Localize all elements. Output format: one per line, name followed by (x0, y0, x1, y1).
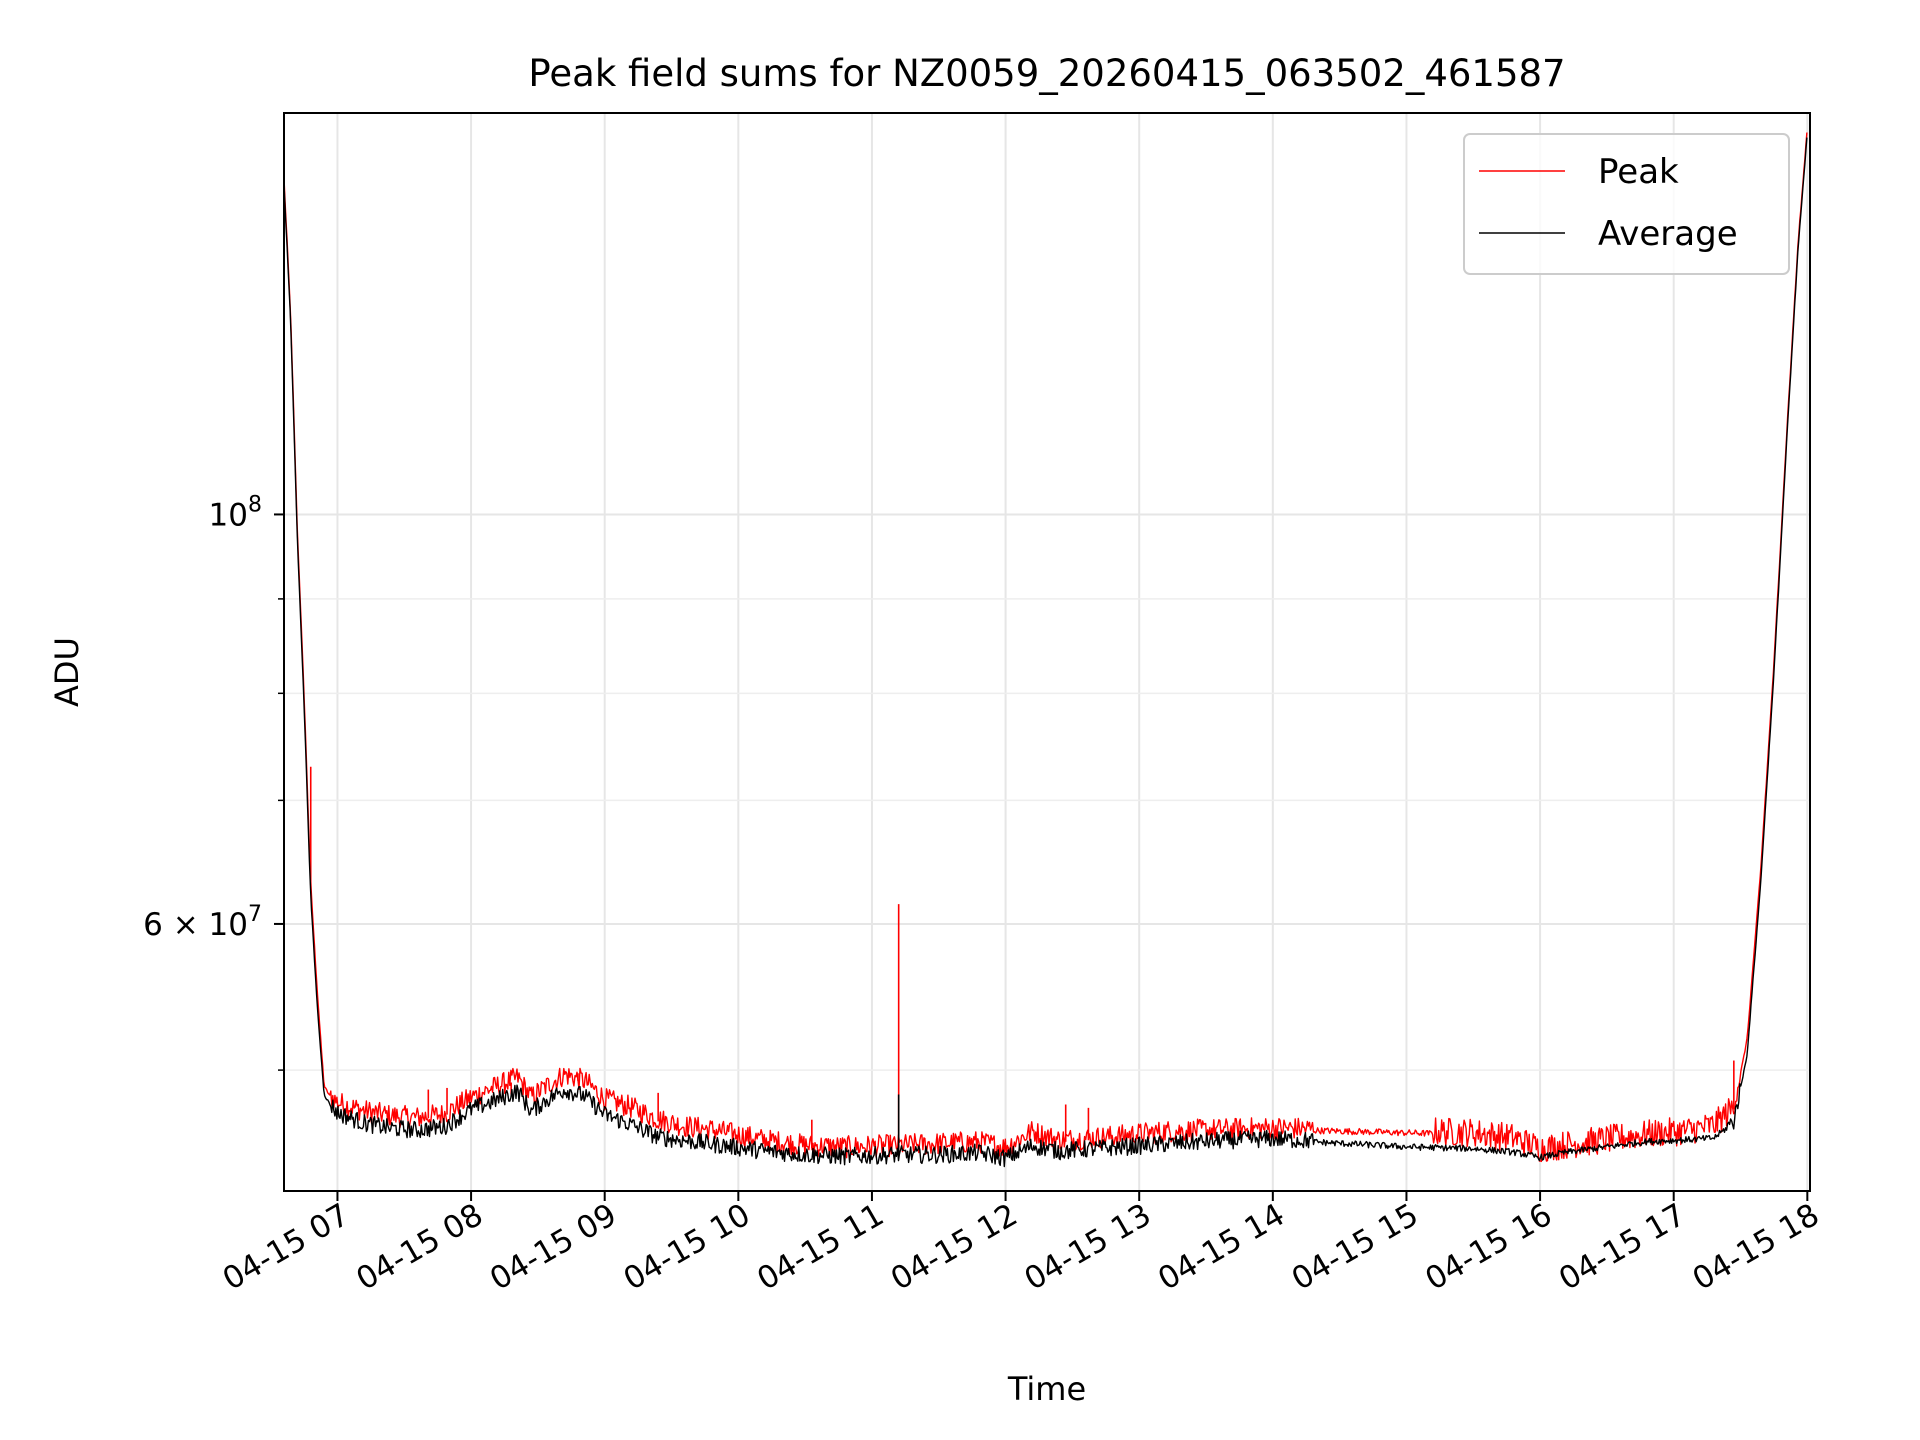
x-axis-label: Time (1007, 1370, 1086, 1408)
series-line-average (283, 137, 1808, 1168)
y-axis-label: ADU (48, 637, 86, 707)
legend-label-peak: Peak (1598, 152, 1679, 192)
legend-label-average: Average (1598, 214, 1738, 254)
y-tick-label-base: 6 × 10 (143, 907, 248, 943)
y-tick-label: 6 × 107 (143, 902, 262, 943)
plot-frame (283, 112, 1811, 1192)
y-tick-label-exponent: 8 (248, 492, 262, 517)
chart-title: Peak field sums for NZ0059_20260415_0635… (528, 52, 1565, 95)
y-tick-label-exponent: 7 (248, 902, 262, 927)
legend: Peak Average (1463, 133, 1790, 275)
series-layer (283, 132, 1808, 1168)
y-tick-label-base: 10 (209, 497, 248, 533)
legend-box (1463, 133, 1790, 275)
series-line-peak (283, 132, 1808, 1163)
grid-lines (284, 113, 1810, 1191)
y-tick-label: 108 (209, 492, 262, 533)
series-peak (283, 132, 1808, 1163)
series-average (283, 137, 1808, 1168)
